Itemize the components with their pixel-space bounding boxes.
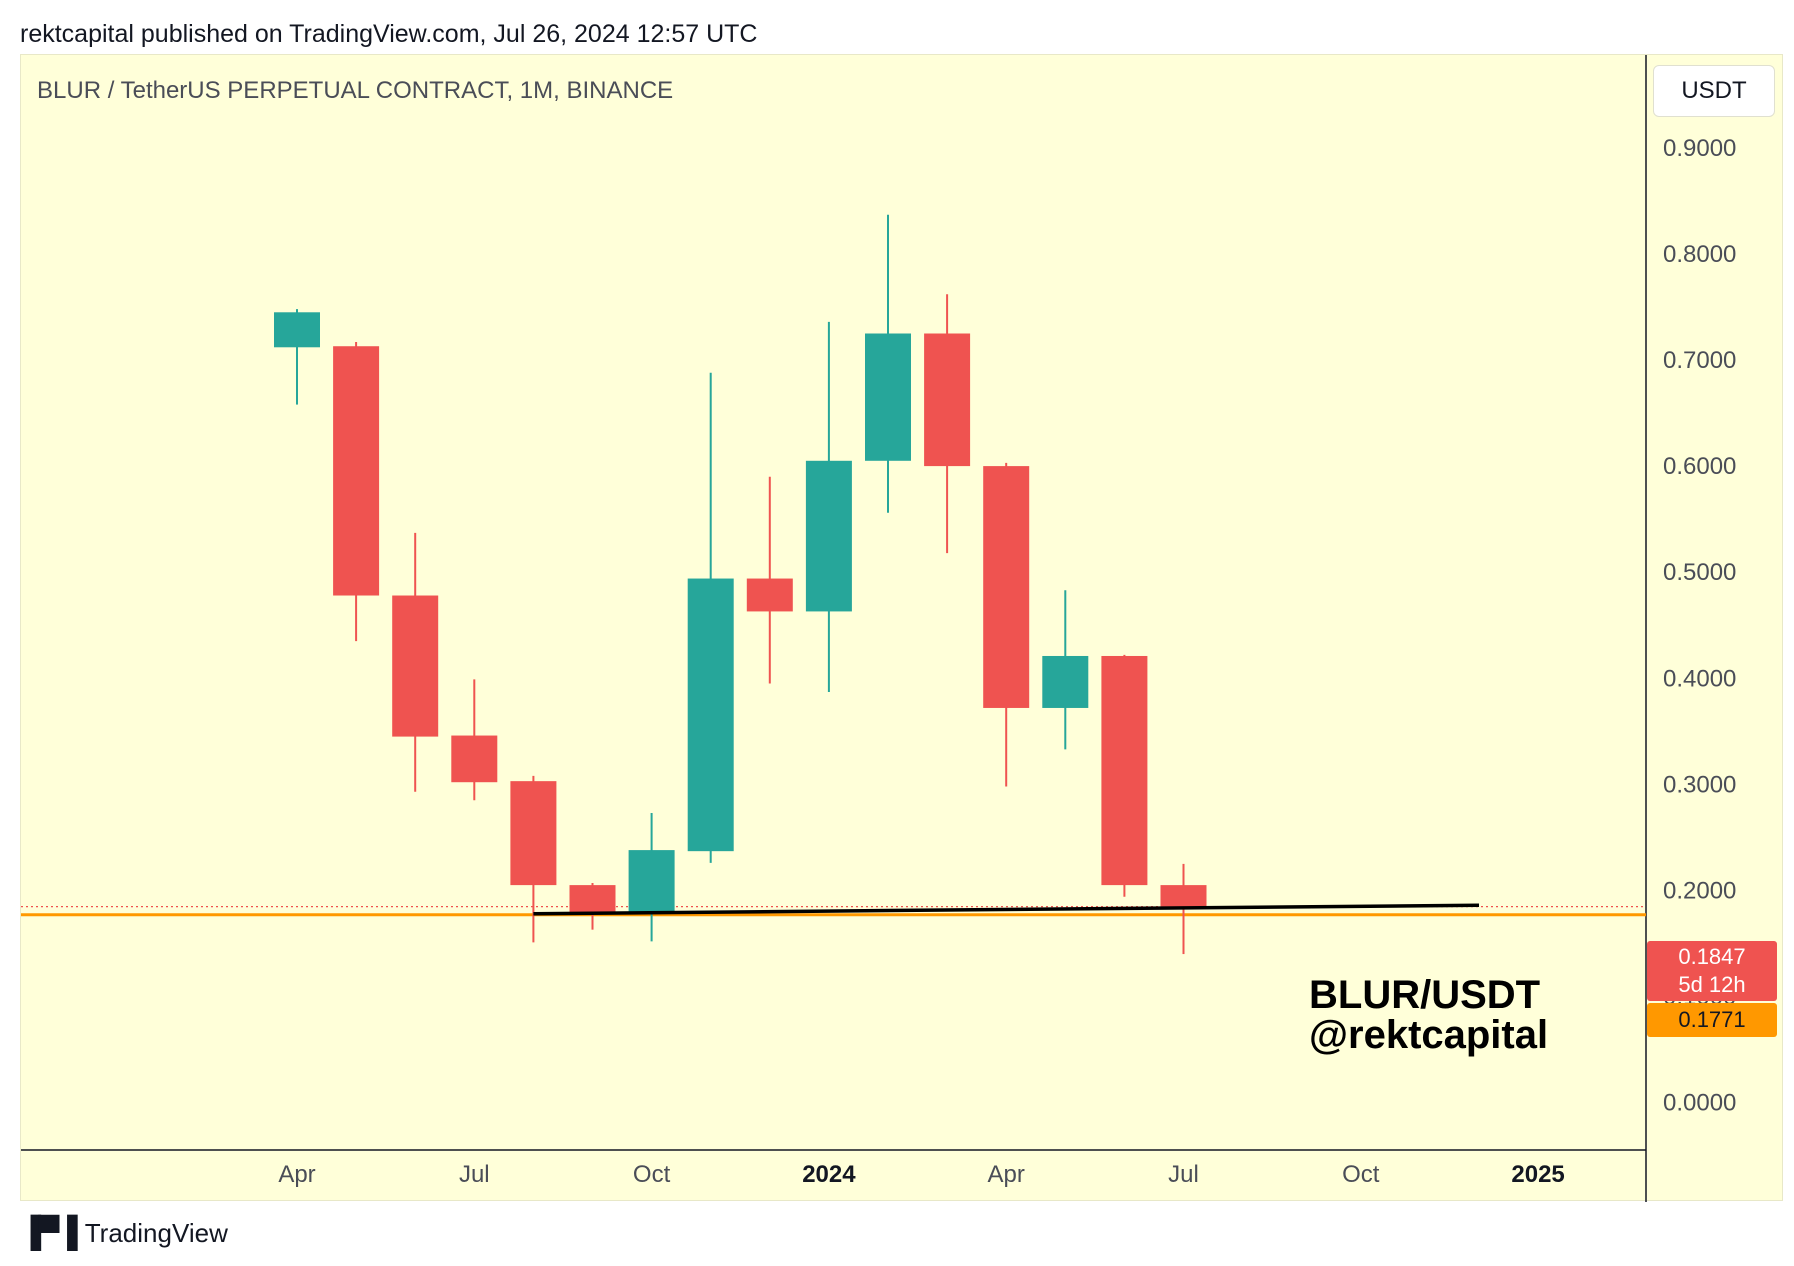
watermark-author: @rektcapital [1309, 1013, 1549, 1057]
candle-body [333, 346, 380, 596]
x-tick-label: Jul [1168, 1161, 1199, 1188]
publish-header: rektcapital published on TradingView.com… [20, 20, 758, 48]
footer: ▐▀▐ TradingView [20, 1216, 228, 1250]
y-tick-label: 0.2000 [1663, 877, 1736, 904]
candle-body [392, 595, 439, 737]
symbol-title: BLUR / TetherUS PERPETUAL CONTRACT, 1M, … [37, 77, 674, 104]
x-tick-label: 2025 [1511, 1161, 1564, 1188]
candle-body [628, 850, 675, 912]
candle-body [924, 333, 971, 467]
x-tick-label: Apr [988, 1161, 1025, 1188]
watermark-pair: BLUR/USDT [1309, 973, 1541, 1017]
candle-body [1042, 655, 1089, 708]
tradingview-logo-icon[interactable]: ▐▀▐ [20, 1216, 78, 1249]
candle-body [983, 466, 1030, 708]
tradingview-brand[interactable]: TradingView [84, 1217, 228, 1248]
last-price-tag: 0.1847 5d 12h [1647, 941, 1777, 1001]
candlestick-chart[interactable]: 0.9000 0.8000 0.7000 0.6000 0.5000 0.4000 0.30… [21, 55, 1784, 1202]
currency-button[interactable]: USDT [1653, 65, 1775, 117]
candle-body [274, 312, 320, 348]
y-tick-label: 0.4000 [1663, 665, 1736, 692]
y-tick-label: 0.7000 [1663, 347, 1736, 374]
x-tick-label: 2024 [802, 1161, 856, 1188]
candle-body [746, 578, 793, 612]
candle-body [1160, 885, 1207, 907]
y-tick-label: 0.0000 [1663, 1090, 1736, 1117]
candle-countdown: 5d 12h [1678, 972, 1746, 997]
chart-panel[interactable]: 0.9000 0.8000 0.7000 0.6000 0.5000 0.4000 0.30… [20, 54, 1784, 1202]
x-tick-label: Oct [1342, 1161, 1380, 1188]
candle-body [805, 460, 852, 612]
x-tick-label: Jul [459, 1161, 490, 1188]
x-tick-label: Oct [633, 1161, 671, 1188]
y-tick-label: 0.9000 [1663, 135, 1736, 162]
support-level-tag: 0.1771 [1647, 1003, 1777, 1037]
candle-body [569, 885, 616, 913]
last-price-value: 0.1847 [1678, 944, 1746, 969]
candle-body [1101, 655, 1148, 886]
candle-body [687, 578, 734, 852]
candle-body [510, 781, 557, 886]
watermark: BLUR/USDT @rektcapital [1309, 975, 1548, 1055]
y-tick-label: 0.3000 [1663, 771, 1736, 798]
y-tick-label: 0.6000 [1663, 453, 1736, 480]
y-tick-label: 0.5000 [1663, 559, 1736, 586]
x-tick-label: Apr [278, 1161, 315, 1188]
trendline [533, 903, 1480, 916]
candle-body [451, 735, 498, 783]
candle-body [865, 333, 911, 461]
y-tick-label: 0.8000 [1663, 241, 1736, 268]
